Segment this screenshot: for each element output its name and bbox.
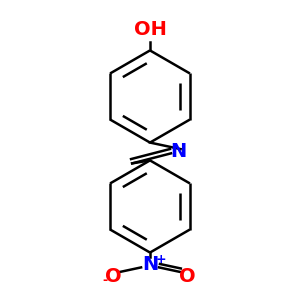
Text: O: O [179,267,196,286]
Text: O: O [104,267,121,286]
Text: N: N [142,255,158,274]
Text: OH: OH [134,20,166,38]
Text: N: N [170,142,186,161]
Text: -: - [102,274,107,287]
Text: +: + [156,253,166,266]
